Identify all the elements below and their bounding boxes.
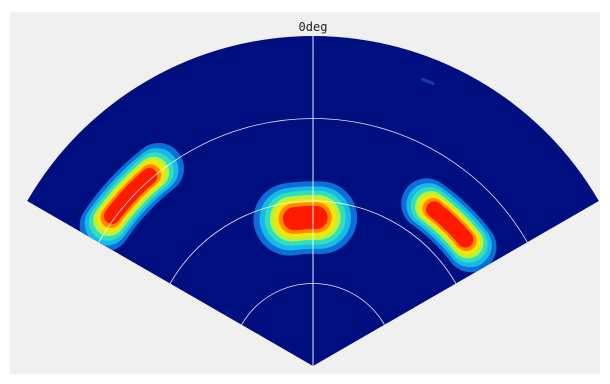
target-blob	[401, 178, 497, 273]
polar-grid	[98, 36, 528, 366]
faint-return	[421, 77, 435, 86]
target-blob	[421, 77, 435, 86]
intensity-layer	[426, 201, 474, 248]
intensity-layer	[282, 205, 328, 231]
polar-heatmap: 0deg	[27, 20, 599, 366]
plot-panel: 0deg	[10, 12, 600, 374]
target-returns	[79, 77, 497, 273]
target-blob	[79, 142, 184, 252]
target-blob	[253, 181, 358, 256]
intensity-layer	[103, 167, 158, 225]
angle-tick-label: 0deg	[299, 20, 328, 34]
